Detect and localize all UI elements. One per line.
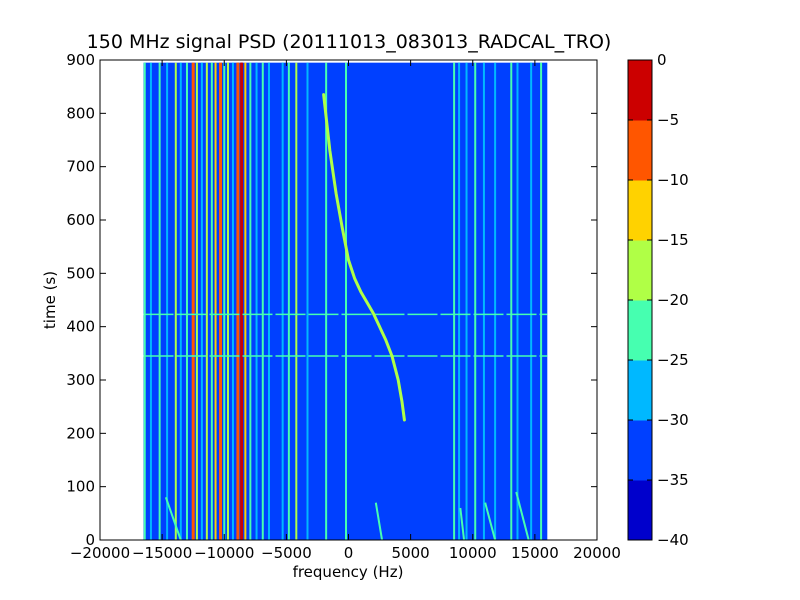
y-axis: 0 100 200 300 400 500 600 700 800 900 [66,51,597,549]
y-tick-label: 0 [85,531,95,549]
colorbar-tick-label: −40 [657,531,689,549]
colorbar-tick-label: −5 [657,111,679,129]
y-tick-label: 500 [66,264,95,282]
diagonal-streak [374,502,384,540]
x-tick-label: 0 [344,544,354,562]
colorbar-tick-label: −15 [657,231,689,249]
x-tick-label: −20000 [70,544,130,562]
plot-area [100,60,597,540]
colorbar-segment [628,300,652,361]
diagonal-streak [164,497,182,540]
colorbar-tick-label: 0 [657,51,667,69]
colorbar: −40 −35 −30 −25 −20 −15 −10 −5 0 [627,51,689,549]
colorbar-segment [628,240,652,301]
colorbar-segment [628,420,652,481]
y-tick-label: 600 [66,211,95,229]
x-tick-label: −10000 [194,544,254,562]
colorbar-segment [628,360,652,421]
doppler-curve [322,93,406,422]
x-tick-label: 15000 [511,544,559,562]
x-tick-label: −5000 [261,544,312,562]
colorbar-tick-label: −25 [657,351,689,369]
colorbar-tick-label: −10 [657,171,689,189]
colorbar-segment [628,60,652,121]
y-tick-label: 200 [66,424,95,442]
colorbar-segment [628,120,652,181]
y-tick-label: 400 [66,318,95,336]
colorbar-tick-label: −30 [657,411,689,429]
y-tick-label: 100 [66,478,95,496]
x-tick-label: 10000 [449,544,497,562]
x-tick-label: −15000 [132,544,192,562]
colorbar-tick-label: −20 [657,291,689,309]
x-axis: −20000 −15000 −10000 −5000 0 5000 10000 15000 20… [70,60,621,562]
x-axis-label: frequency (Hz) [293,563,404,581]
colorbar-tick-label: −35 [657,471,689,489]
colorbar-segment [628,180,652,241]
x-tick-label: 5000 [392,544,430,562]
y-tick-label: 900 [66,51,95,69]
y-tick-label: 800 [66,104,95,122]
y-axis-label: time (s) [41,271,59,329]
diagonal-streak [459,507,466,540]
chart-title: 150 MHz signal PSD (20111013_083013_RADC… [87,31,612,53]
y-tick-label: 700 [66,158,95,176]
colorbar-segment [628,480,652,541]
y-tick-label: 300 [66,371,95,389]
x-tick-label: 20000 [573,544,621,562]
diagonal-streak [484,502,497,540]
diagonal-streak [515,491,530,540]
spectrogram-heatmap [143,62,548,540]
